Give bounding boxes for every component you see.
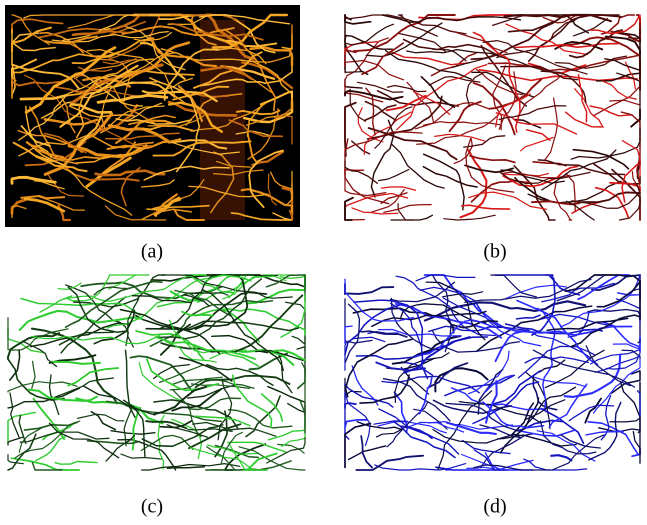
panel-b-vessels — [345, 15, 640, 220]
vessel — [345, 55, 362, 73]
panel-c-vessels — [8, 275, 305, 470]
vessel — [552, 435, 604, 470]
vessel — [617, 73, 640, 149]
caption: (c) — [141, 496, 163, 518]
vessel — [76, 398, 162, 423]
vessel — [32, 361, 35, 388]
vessel — [554, 182, 572, 220]
vessel — [50, 375, 59, 415]
vessel — [20, 311, 142, 330]
vessel — [248, 275, 306, 303]
vessel — [345, 80, 362, 89]
vessel — [578, 275, 629, 299]
vessel — [345, 61, 404, 80]
vessel — [435, 134, 485, 141]
vessel — [233, 375, 272, 427]
vessel — [300, 400, 305, 433]
vessel — [345, 161, 377, 183]
vessel — [8, 382, 77, 392]
vessel — [281, 295, 305, 338]
vessel — [10, 351, 20, 380]
vessel — [131, 356, 193, 392]
vessel — [555, 56, 626, 68]
vessel — [381, 187, 415, 190]
vessel — [345, 198, 353, 220]
vessel — [349, 446, 386, 460]
vessel — [345, 15, 466, 34]
vessel — [384, 205, 431, 213]
vessel — [585, 399, 601, 423]
vessel — [223, 275, 294, 299]
vessel — [517, 315, 541, 319]
vessel — [495, 275, 580, 295]
vessel — [465, 165, 513, 172]
vessel — [388, 86, 426, 92]
vessel — [49, 423, 118, 458]
vessel — [549, 384, 587, 427]
vessel — [491, 275, 537, 297]
vessel — [345, 304, 359, 362]
caption: (d) — [483, 496, 506, 518]
vessel — [603, 81, 636, 99]
vessel — [207, 365, 273, 386]
vessel — [379, 170, 409, 181]
vessel — [365, 105, 396, 120]
vessel — [391, 215, 432, 220]
vessel — [497, 15, 619, 58]
vessel — [417, 115, 499, 144]
vessel — [8, 437, 23, 445]
vessel — [345, 284, 393, 294]
vessel — [444, 215, 495, 220]
vessel — [55, 462, 97, 465]
panel-d-vessels — [345, 275, 640, 470]
vessel — [496, 113, 576, 134]
vessel — [68, 368, 118, 385]
vessel — [465, 280, 591, 303]
vessel — [28, 390, 97, 401]
vessel — [298, 368, 305, 389]
caption: (a) — [141, 241, 163, 263]
vessel — [107, 278, 207, 328]
vessel — [345, 167, 386, 195]
vessel — [345, 132, 422, 154]
vessel — [478, 307, 541, 346]
vessel — [610, 418, 640, 422]
figure: (a) (b) (c) (d) — [0, 0, 647, 525]
vessel — [515, 44, 618, 48]
vessel — [420, 378, 432, 413]
vessel — [81, 282, 221, 298]
vessel — [429, 422, 513, 430]
vessel — [538, 160, 624, 175]
vessel — [561, 275, 640, 327]
vessel — [527, 130, 550, 141]
vessel — [345, 50, 356, 66]
vessel — [189, 398, 241, 409]
vessel — [509, 21, 555, 31]
vessel — [358, 82, 403, 92]
caption: (b) — [483, 241, 506, 263]
vessel — [462, 205, 510, 209]
vessel — [521, 138, 553, 151]
vessel — [470, 156, 515, 163]
vessel — [638, 340, 640, 343]
vessel — [375, 107, 412, 148]
vessel — [121, 454, 161, 459]
vessel — [551, 455, 571, 460]
vessel — [8, 434, 36, 470]
vessel — [586, 432, 623, 435]
vessel — [267, 438, 305, 463]
vessel — [593, 87, 639, 116]
vessel — [352, 366, 378, 405]
vessel — [392, 144, 445, 188]
vessel — [269, 418, 306, 440]
vessel — [453, 31, 507, 52]
vessel — [54, 378, 113, 398]
